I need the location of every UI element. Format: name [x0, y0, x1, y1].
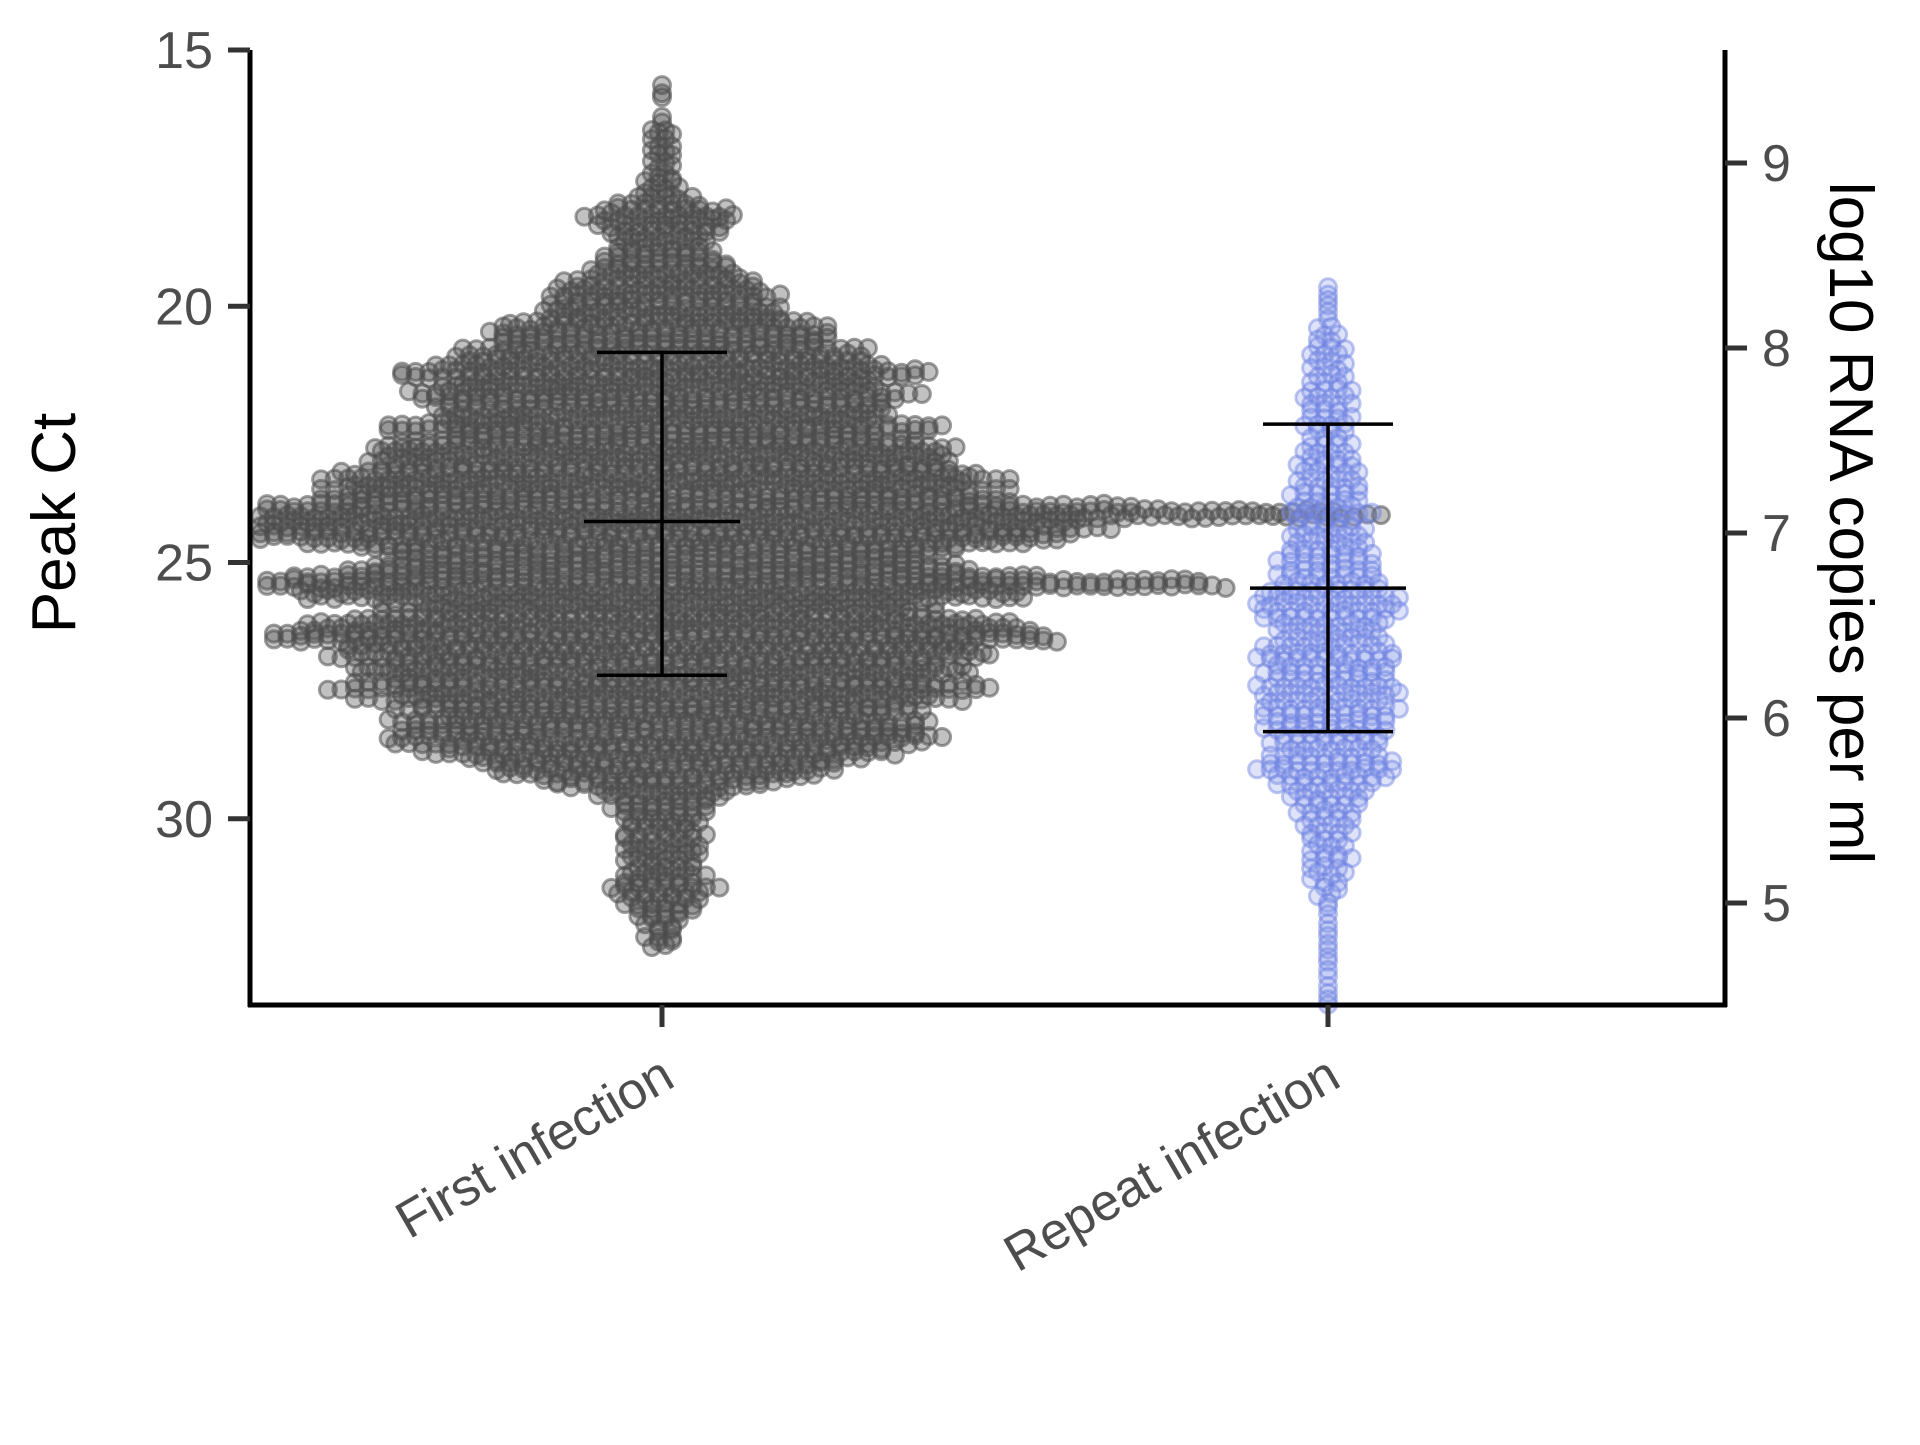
data-point [1046, 631, 1067, 652]
series-first-infection [250, 75, 1391, 958]
data-point [824, 759, 845, 780]
data-point [1046, 529, 1067, 550]
data-point [1361, 502, 1382, 523]
y-tick-label-left: 15 [155, 22, 213, 80]
data-point [655, 935, 676, 955]
x-category-label: Repeat infection [995, 1045, 1349, 1283]
data-point [932, 727, 953, 747]
x-category-label: First infection [386, 1045, 683, 1250]
data-point [911, 731, 932, 752]
y-tick-label-left: 25 [155, 535, 213, 593]
y-tick-label-right: 5 [1762, 875, 1791, 933]
data-point [952, 691, 973, 711]
data-point [1013, 587, 1034, 608]
y-tick-label-right: 7 [1762, 505, 1791, 563]
data-point [979, 644, 1000, 665]
y-tick-label-right: 8 [1762, 320, 1791, 378]
y-tick-label-right: 9 [1762, 135, 1791, 193]
data-point [905, 365, 926, 386]
data-point [1388, 682, 1409, 703]
data-point [709, 221, 730, 242]
data-point [776, 768, 797, 789]
y-tick-label-left: 20 [155, 278, 213, 336]
data-point [749, 774, 770, 795]
data-point [1215, 577, 1236, 598]
data-point [803, 764, 824, 785]
y-tick-label-right: 6 [1762, 690, 1791, 748]
y-axis-title-right: log10 RNA copies per ml [1816, 182, 1885, 864]
data-point [1013, 533, 1034, 554]
data-point [851, 748, 872, 769]
data-point [884, 744, 905, 765]
data-point [1100, 519, 1121, 540]
data-point [652, 87, 672, 108]
data-point [911, 384, 932, 404]
y-tick-label-left: 30 [155, 791, 213, 849]
points-layer [250, 75, 1409, 1015]
y-axis-title-left: Peak Ct [20, 413, 89, 634]
data-point [979, 677, 1000, 698]
data-point [709, 877, 730, 898]
